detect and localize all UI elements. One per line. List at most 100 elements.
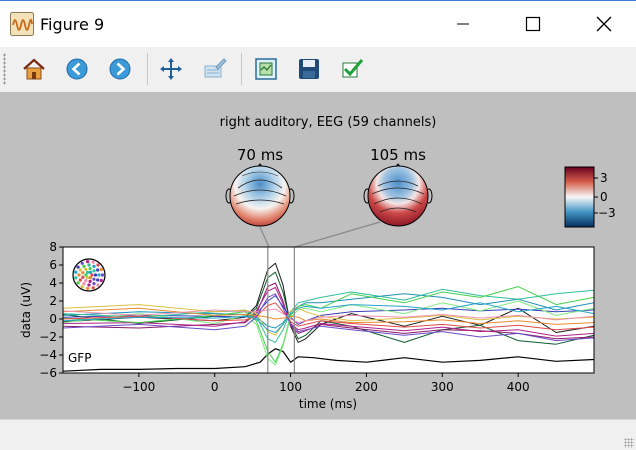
sensor-dot [85,275,90,280]
topomap-105ms [363,163,433,227]
colorbar-tick: −3 [598,206,616,220]
sensor-dot [80,285,84,289]
sensor-dot [96,263,100,267]
sensor-dot [82,282,86,286]
y-tick-label: 0 [49,312,57,326]
pan-button[interactable] [157,55,185,83]
series-group [63,262,594,372]
size-grip[interactable] [624,438,634,448]
channel-line [63,302,594,331]
configure-icon [204,58,227,78]
colorbar-tick: 0 [600,190,608,204]
minimize-button[interactable] [440,5,486,43]
back-button[interactable] [63,55,91,83]
sensor-dot [78,278,82,282]
sensor-dot [99,267,103,272]
close-button[interactable] [581,5,627,43]
y-tick-label: 8 [49,240,57,254]
x-tick-label: 100 [279,380,302,394]
sensor-dot [96,278,100,282]
channel-line [63,293,594,342]
x-tick-label: 0 [211,380,219,394]
close-icon [596,16,612,32]
toolbar [0,47,636,91]
x-tick-label: 400 [507,380,530,394]
sensor-dot [99,278,103,283]
x-axis: −100 0 100 200 300 400 [122,373,530,394]
check-icon [342,59,364,78]
channel-line [63,282,594,340]
status-bar [0,419,636,450]
maximize-button[interactable] [510,5,556,43]
gfp-label: GFP [68,351,91,365]
sensor-dot [87,283,91,287]
sensor-dot [93,273,98,277]
figure-title: right auditory, EEG (59 channels) [220,115,437,130]
sensor-dot [84,267,88,271]
save-button[interactable] [295,55,323,83]
gfp-line [63,348,594,372]
save-icon [299,59,319,79]
topomap-connector-70ms [259,226,270,248]
topomap-70ms [225,163,295,227]
home-button[interactable] [20,55,48,83]
y-tick-label: −2 [39,330,57,344]
x-tick-label: −100 [122,380,155,394]
sensor-dot [88,275,93,280]
plot-frame [62,246,595,374]
topomap-label-70ms: 70 ms [237,146,283,164]
time-markers [267,247,295,373]
check-button[interactable] [338,55,366,83]
zoom-button[interactable] [252,55,280,83]
sensor-dot [90,273,94,277]
x-tick-label: 300 [431,380,454,394]
sensor-dot [88,266,92,271]
forward-button[interactable] [106,55,134,83]
channel-line [63,307,594,325]
sensor-dot [81,271,85,275]
pan-icon [160,58,182,80]
configure-button[interactable] [201,55,229,83]
channel-line [63,288,594,343]
app-icon [10,12,34,36]
sensor-dot [80,261,84,265]
forward-icon [109,58,131,80]
sensor-dot [87,263,91,267]
sensor-dot [96,283,100,287]
channel-line [63,308,594,324]
window-title: Figure 9 [40,15,105,34]
sensor-dot [92,277,96,281]
toolbar-separator [241,53,242,85]
y-tick-label: −4 [39,348,57,362]
title-bar: Figure 9 [0,0,636,47]
sensor-dot [84,273,88,277]
sensor-dot [76,265,80,269]
sensor-dot [84,279,88,283]
minimize-icon [457,23,469,25]
back-icon [66,58,88,80]
sensor-dot [74,276,78,280]
home-icon [23,58,45,80]
sensor-dot [85,259,90,264]
y-tick-label: −6 [39,366,57,380]
toolbar-separator [147,53,148,85]
sensor-dot [92,282,96,286]
x-axis-label: time (ms) [299,397,357,411]
y-tick-label: 4 [49,276,57,290]
sensor-dot [85,270,90,275]
colorbar-tick: 3 [600,171,608,185]
sensor-dot [82,264,86,268]
channel-line [63,287,594,337]
figure-canvas[interactable]: right auditory, EEG (59 channels) 70 ms … [0,92,636,419]
sensor-dot [81,275,85,279]
topomap-label-105ms: 105 ms [370,146,426,164]
sensor-dot [74,270,78,274]
channel-line [63,302,594,333]
toolbar-grip[interactable] [3,53,6,85]
sensor-dot [92,269,96,273]
sensor-dot [85,286,90,291]
sensor-dot [91,286,95,290]
y-tick-label: 6 [49,258,57,272]
x-tick-label: 200 [355,380,378,394]
sensor-dot [96,268,100,272]
